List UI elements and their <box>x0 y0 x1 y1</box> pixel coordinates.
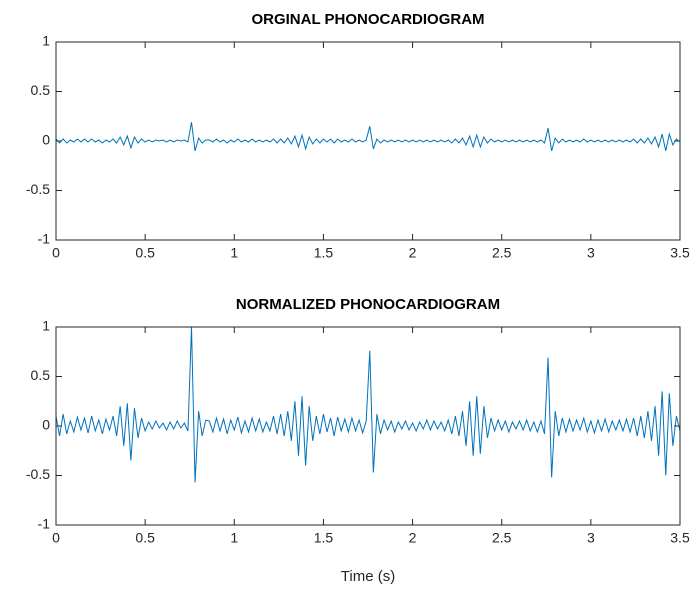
axes-box <box>55 326 681 526</box>
x-axis-label: Time (s) <box>341 568 395 585</box>
y-tick-label: -0.5 <box>26 181 50 197</box>
y-tick-label: 0 <box>42 132 50 148</box>
signal-line <box>56 327 680 483</box>
x-tick-label: 2 <box>409 530 417 546</box>
y-tick-label: -0.5 <box>26 466 50 482</box>
x-tick-label: 1.5 <box>314 245 334 261</box>
x-tick-label: 1.5 <box>314 530 334 546</box>
y-tick-label: 0 <box>42 417 50 433</box>
y-tick-label: -1 <box>38 231 51 247</box>
chart-title: ORGINAL PHONOCARDIOGRAM <box>251 11 484 28</box>
x-tick-label: 2.5 <box>492 530 512 546</box>
x-tick-label: 3 <box>587 530 595 546</box>
chart-title: NORMALIZED PHONOCARDIOGRAM <box>236 296 500 313</box>
plot-area <box>56 327 680 525</box>
signal-line <box>56 122 680 152</box>
x-tick-label: 2 <box>409 245 417 261</box>
axes-box <box>55 41 681 241</box>
x-tick-label: 3.5 <box>670 245 690 261</box>
x-tick-label: 2.5 <box>492 245 512 261</box>
y-tick-label: -1 <box>38 516 51 532</box>
y-tick-label: 0.5 <box>31 367 51 383</box>
x-tick-label: 0 <box>52 530 60 546</box>
y-tick-label: 0.5 <box>31 82 51 98</box>
x-tick-label: 1 <box>230 530 238 546</box>
y-tick-label: 1 <box>42 33 50 49</box>
x-tick-label: 3.5 <box>670 530 690 546</box>
x-tick-label: 0.5 <box>135 245 155 261</box>
x-tick-label: 0.5 <box>135 530 155 546</box>
x-tick-label: 0 <box>52 245 60 261</box>
x-tick-label: 1 <box>230 245 238 261</box>
x-tick-label: 3 <box>587 245 595 261</box>
y-tick-label: 1 <box>42 318 50 334</box>
